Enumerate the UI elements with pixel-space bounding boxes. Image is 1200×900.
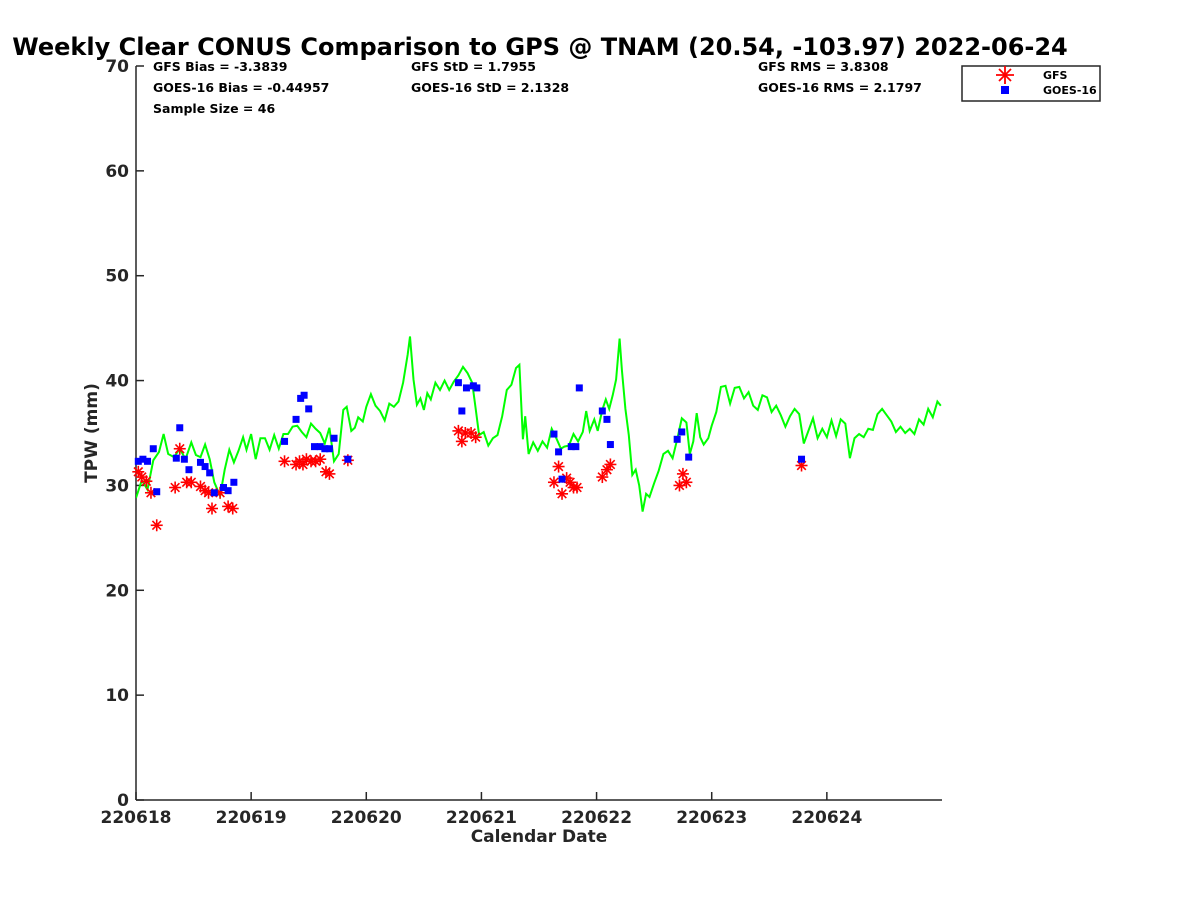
y-tick-label: 70 [105,57,129,77]
legend-goes-marker [1001,86,1009,94]
stat-gfs-rms: GFS RMS = 3.8308 [758,59,889,74]
y-tick-label: 40 [105,372,129,392]
gfs-data-point [680,476,693,489]
stat-goes-bias: GOES-16 Bias = -0.44957 [153,80,329,95]
gfs-data-point [185,476,198,489]
x-tick-label: 220620 [331,808,402,828]
stat-gfs-std: GFS StD = 1.7955 [411,59,536,74]
x-axis-label: Calendar Date [471,827,608,847]
goes-data-point [281,437,289,445]
goes-data-point [462,384,470,392]
x-tick-label: 220621 [446,808,517,828]
goes-data-point [153,488,161,496]
goes-data-point [678,428,686,436]
legend: GFS GOES-16 [961,65,1101,102]
goes-data-point [321,445,329,453]
x-tick-label: 220619 [216,808,287,828]
goes-data-point [325,445,333,453]
goes-data-point [201,463,209,471]
goes-data-point [550,430,558,438]
goes-data-point [172,454,180,462]
x-tick-label: 220622 [561,808,632,828]
gfs-data-point [596,471,609,484]
goes-data-point [149,445,157,453]
goes-data-point [230,478,238,486]
goes-data-point [344,455,352,463]
goes-data-point [305,405,313,413]
legend-gfs-marker [996,66,1014,84]
x-tick-label: 220623 [676,808,747,828]
gfs-data-point [173,442,186,455]
gfs-data-point [205,502,218,515]
legend-box [961,65,1101,102]
gfs-data-point [226,502,239,515]
y-tick-label: 60 [105,162,129,182]
goes-data-point [798,455,806,463]
goes-data-point [224,487,232,495]
goes-data-point [300,391,308,399]
goes-data-point [598,407,606,415]
goes-data-point [473,384,481,392]
gfs-data-point [469,431,482,444]
goes-data-point [558,475,566,483]
gfs-data-point [140,475,153,488]
goes-data-point [572,443,580,451]
gps-series-line [136,336,942,512]
goes-data-point [185,466,193,474]
y-tick-label: 30 [105,476,129,496]
chart-title: Weekly Clear CONUS Comparison to GPS @ T… [12,33,1068,61]
goes-data-point [144,457,152,465]
gfs-data-point [604,458,617,471]
x-tick-label: 220618 [101,808,172,828]
goes-data-point [575,384,583,392]
stat-sample-size: Sample Size = 46 [153,101,275,116]
goes-data-point [606,441,614,449]
goes-data-point [310,443,318,451]
goes-data-point [180,455,188,463]
goes-data-point [555,448,563,456]
goes-data-point [292,415,300,423]
goes-data-point [210,489,218,497]
gfs-data-point [150,519,163,532]
goes-data-point [685,453,693,461]
stat-goes-std: GOES-16 StD = 2.1328 [411,80,569,95]
plot-area: 0 10 20 30 40 50 60 70 220618 220619 220620 220621 2… [101,57,942,828]
goes-data-point [134,457,142,465]
legend-goes-label: GOES-16 [1043,84,1097,97]
y-tick-label: 50 [105,267,129,287]
goes-data-point [196,458,204,466]
goes-data-point [316,443,324,451]
goes-data-point [567,443,575,451]
x-tick-label: 220624 [791,808,862,828]
goes-data-point [139,455,147,463]
gfs-data-point [278,455,291,468]
gfs-data-point [552,460,565,473]
goes-data-point [330,434,338,442]
goes-data-point [454,379,462,387]
gfs-data-point [314,453,327,466]
goes-data-point [603,415,611,423]
y-axis-label: TPW (mm) [82,383,102,483]
goes-data-point [458,407,466,415]
stat-gfs-bias: GFS Bias = -3.3839 [153,59,287,74]
gfs-data-point [556,487,569,500]
gfs-data-point [323,467,336,480]
y-tick-label: 0 [117,791,129,811]
gfs-data-point [570,481,583,494]
gfs-data-point [169,481,182,494]
y-tick-label: 10 [105,686,129,706]
goes-data-point [220,484,228,492]
legend-gfs-label: GFS [1043,69,1068,82]
goes-data-point [176,424,184,432]
goes-data-point [673,435,681,443]
stat-goes-rms: GOES-16 RMS = 2.1797 [758,80,922,95]
goes-data-point [206,469,214,477]
gfs-data-point [547,476,560,489]
y-tick-label: 20 [105,581,129,601]
